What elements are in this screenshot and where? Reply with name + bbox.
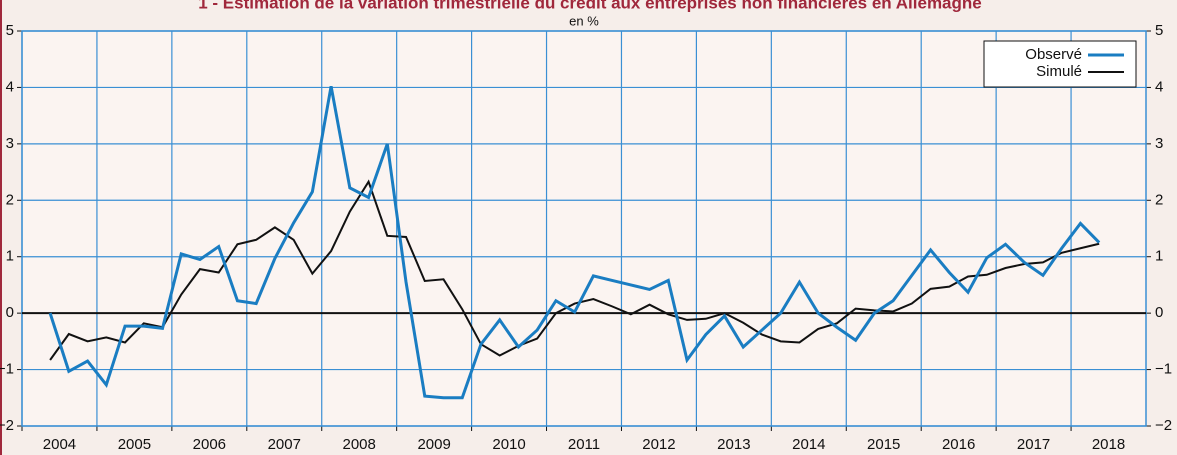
x-tick-label: 2009 [417,436,450,453]
y-tick-label: 0 [6,304,14,321]
y-tick-label: 5 [6,22,14,39]
y-tick-label: 1 [6,248,14,265]
x-tick-label: 2014 [792,436,825,453]
y2-tick-label: 2 [1155,191,1163,208]
chart-subtitle: en % [569,13,599,28]
legend-label: Observé [1025,46,1082,63]
x-tick-label: 2011 [568,436,600,453]
y2-tick-label: 3 [1155,135,1163,152]
x-tick-label: 2005 [118,436,151,453]
x-tick-label: 2008 [343,436,376,453]
y2-tick-label: 0 [1155,304,1163,321]
x-tick-label: 2018 [1092,436,1125,453]
y-tick-label: 4 [6,78,14,95]
x-tick-label: 2016 [942,436,975,453]
y2-tick-label: 1 [1155,248,1163,265]
legend-box [983,40,1137,88]
x-tick-label: 2012 [642,436,675,453]
x-tick-label: 2013 [717,436,750,453]
y-tick-label: −1 [0,361,14,378]
legend-label: Simulé [1036,63,1082,80]
y2-tick-label: 4 [1155,78,1163,95]
chart-title: 1 - Estimation de la variation trimestri… [198,0,982,12]
y2-tick-label: −1 [1155,361,1172,378]
x-tick-label: 2010 [492,436,525,453]
x-tick-label: 2004 [43,436,76,453]
y2-tick-label: 5 [1155,22,1163,39]
y2-tick-label: −2 [1155,417,1172,434]
y-tick-label: 3 [6,135,14,152]
x-tick-label: 2017 [1017,436,1050,453]
plot-area [22,31,1146,426]
x-tick-label: 2007 [268,436,301,453]
y-tick-label: −2 [0,417,14,434]
y-tick-label: 2 [6,191,14,208]
x-tick-label: 2006 [193,436,226,453]
x-tick-label: 2015 [867,436,900,453]
plot-frame [21,30,1147,427]
series-line [48,86,1101,400]
